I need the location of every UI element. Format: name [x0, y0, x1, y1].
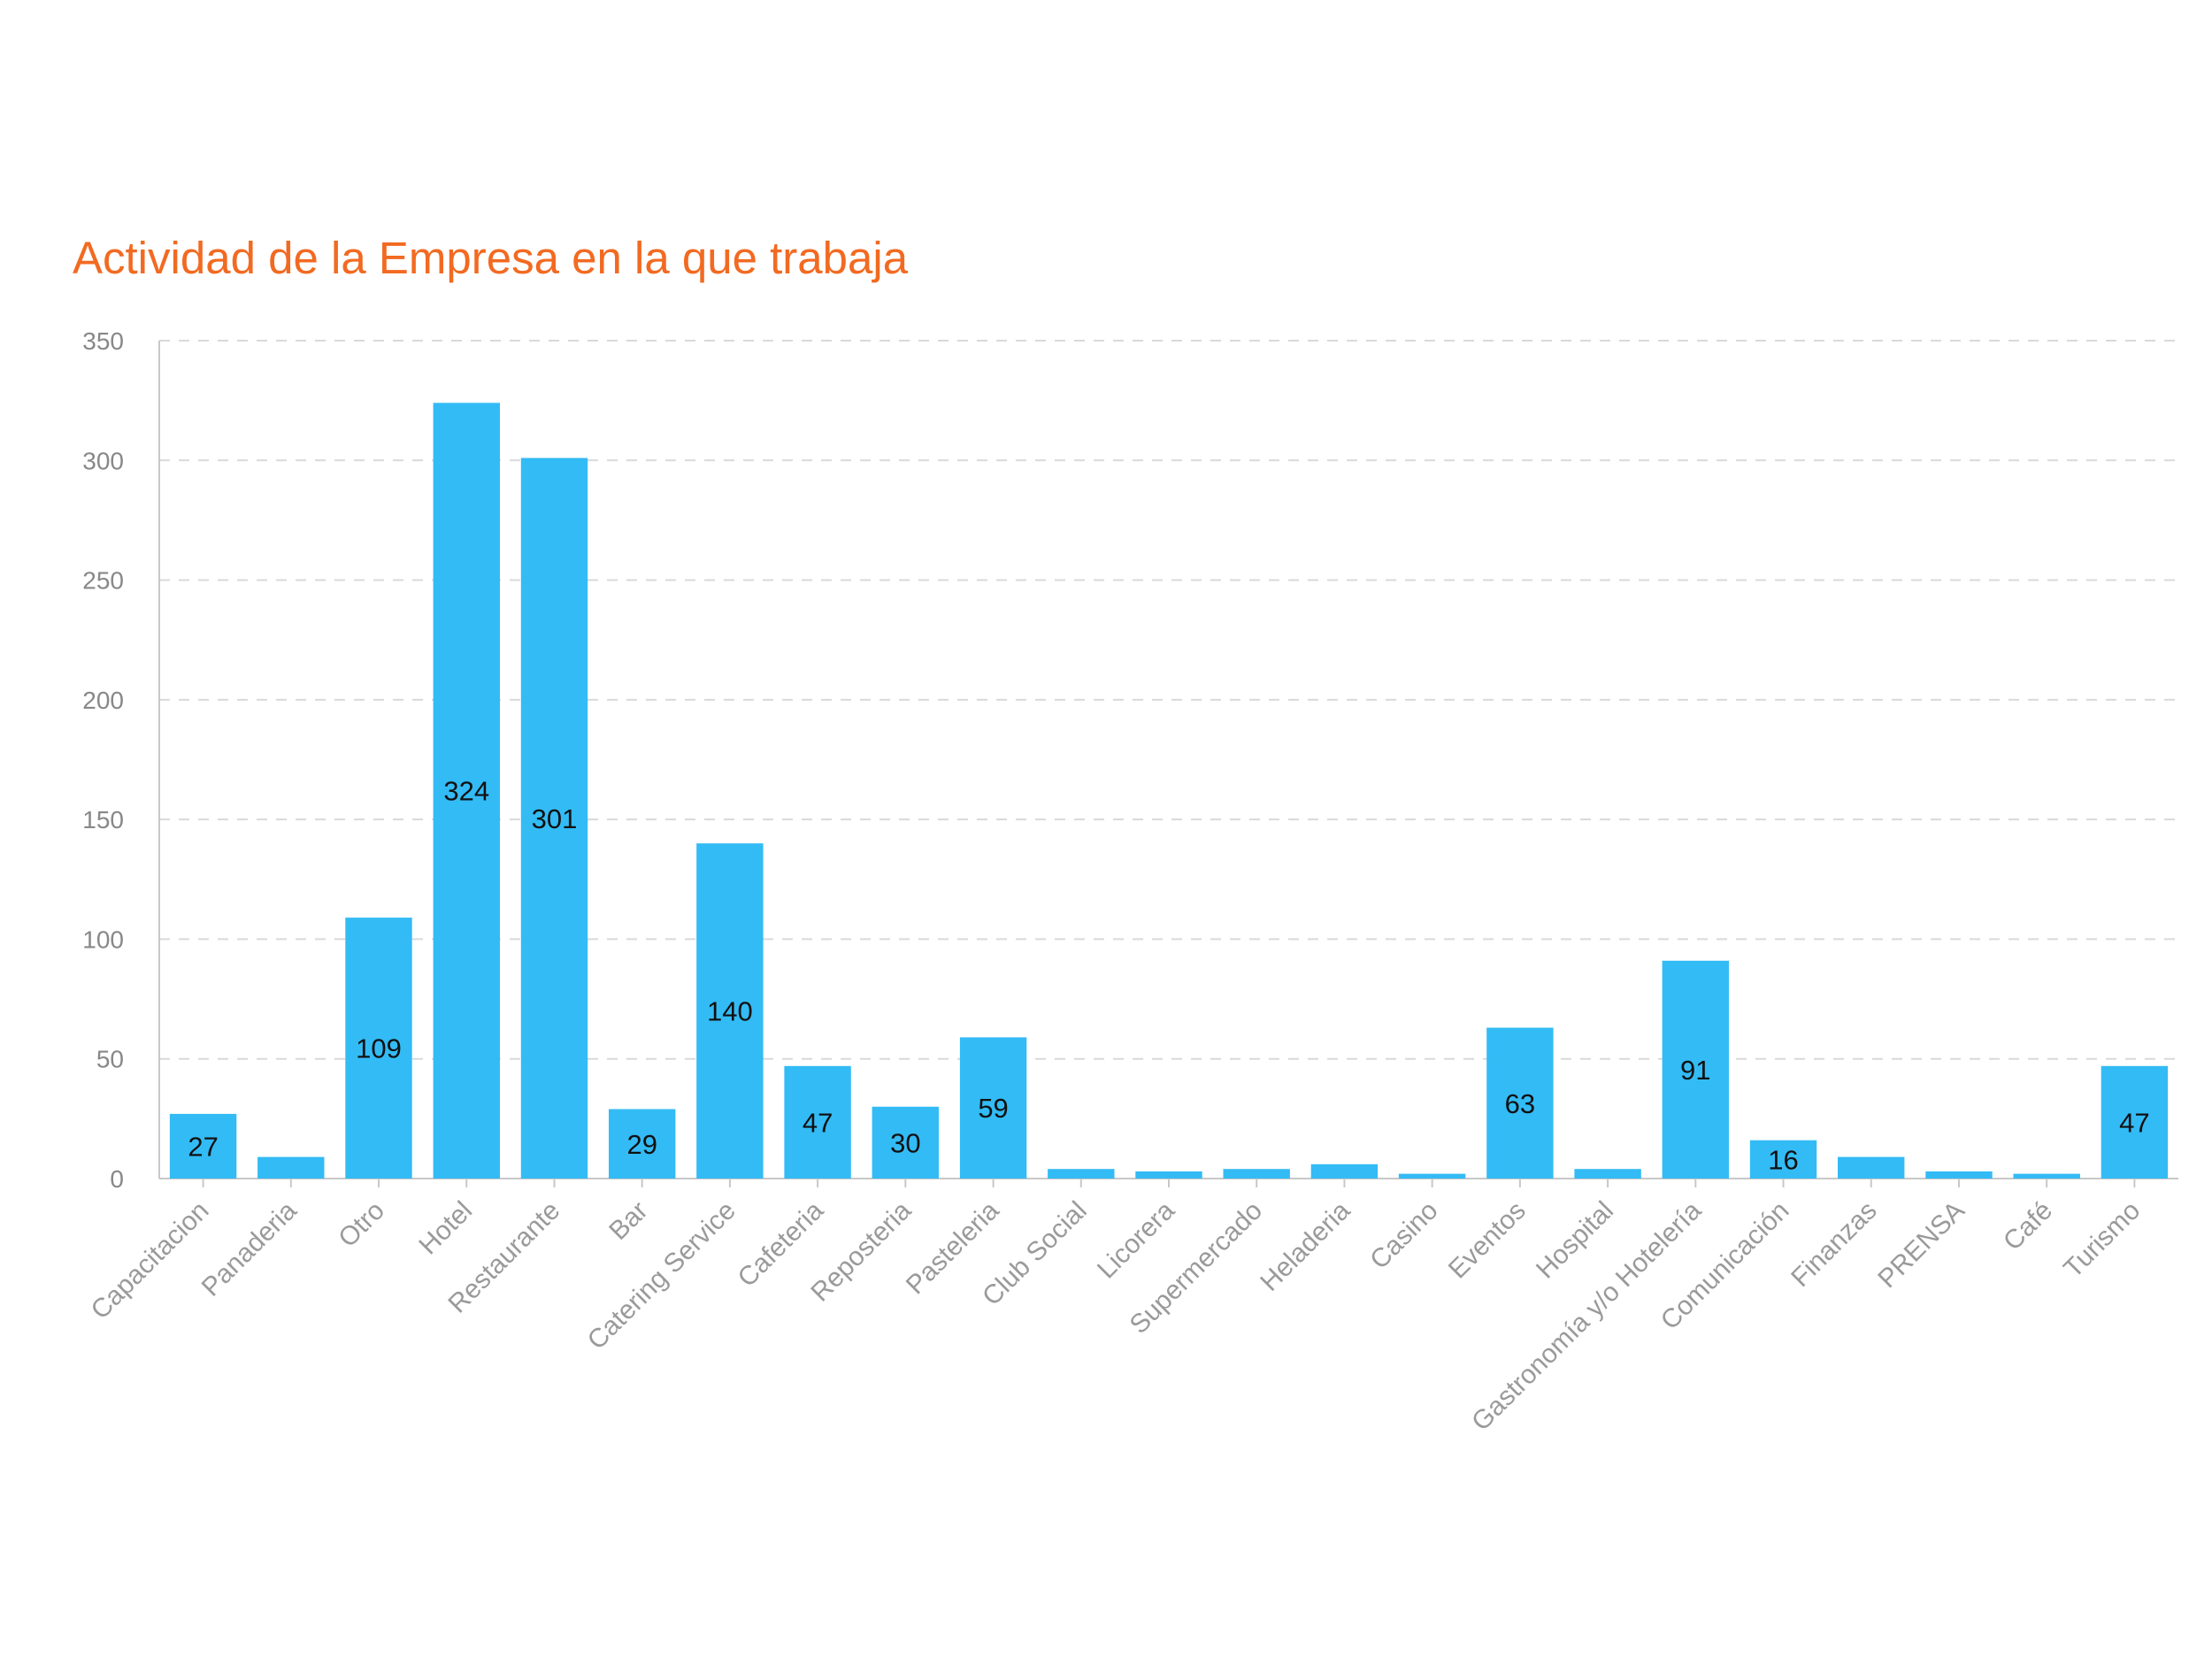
bar[interactable]	[2101, 1065, 2169, 1179]
bar[interactable]	[1838, 1156, 1905, 1179]
bar[interactable]	[1574, 1169, 1641, 1179]
x-tick-label: Finanzas	[1786, 1196, 1882, 1293]
bar[interactable]	[520, 457, 588, 1179]
x-tick-label: Licorera	[1092, 1195, 1180, 1284]
bar-value-label: 47	[2119, 1107, 2149, 1138]
y-tick-label: 350	[82, 327, 124, 355]
bar[interactable]	[1662, 960, 1729, 1179]
y-tick-label: 100	[82, 926, 124, 953]
bar[interactable]	[1048, 1169, 1115, 1179]
bar[interactable]	[959, 1037, 1027, 1179]
x-tick-label: Turismo	[2058, 1196, 2146, 1284]
y-tick-label: 250	[82, 567, 124, 595]
y-tick-label: 200	[82, 687, 124, 714]
bar[interactable]	[784, 1065, 851, 1179]
bar[interactable]	[1486, 1027, 1554, 1179]
x-tick-label: PRENSA	[1872, 1196, 1970, 1294]
bar-value-label: 47	[803, 1107, 833, 1138]
bar[interactable]	[1749, 1140, 1817, 1179]
chart-title: Actividad de la Empresa en la que trabaj…	[73, 233, 909, 283]
bar-value-label: 59	[978, 1093, 1008, 1124]
bar[interactable]	[433, 403, 500, 1179]
bar-value-label: 140	[707, 996, 753, 1027]
bar[interactable]	[1135, 1171, 1202, 1179]
y-tick-label: 50	[96, 1046, 124, 1073]
bar-value-label: 324	[443, 776, 489, 807]
bar-value-label: 30	[890, 1127, 920, 1158]
bars	[169, 403, 2169, 1179]
x-tick-label: Hospital	[1531, 1196, 1619, 1285]
bar-value-label: 301	[532, 803, 578, 834]
bar-value-label: 16	[1768, 1144, 1798, 1175]
bar[interactable]	[696, 843, 764, 1179]
x-tick-label: Panaderia	[196, 1195, 303, 1302]
bar[interactable]	[345, 918, 412, 1179]
data-labels: 27 109 324 301 29 140 47 30 59 63 91 16 47	[188, 776, 2149, 1176]
bar-value-label: 29	[626, 1129, 657, 1160]
bar-value-label: 63	[1505, 1088, 1535, 1119]
x-tick-label: Casino	[1364, 1196, 1443, 1275]
bar-value-label: 27	[188, 1132, 218, 1163]
bar-value-label: 91	[1680, 1055, 1710, 1086]
bar[interactable]	[1398, 1173, 1466, 1179]
x-tick-label: Heladeria	[1255, 1195, 1356, 1296]
bar[interactable]	[1925, 1171, 1993, 1179]
bar[interactable]	[257, 1156, 325, 1179]
x-tick-label: Bar	[603, 1196, 653, 1246]
bar[interactable]	[2013, 1173, 2080, 1179]
x-tick-label: Otro	[333, 1196, 390, 1254]
x-tick-label: Café	[1998, 1196, 2058, 1256]
bar[interactable]	[1310, 1164, 1379, 1179]
y-tick-label: 300	[82, 447, 124, 474]
x-tick-label: Eventos	[1443, 1196, 1532, 1285]
x-tick-label: Hotel	[413, 1196, 478, 1261]
x-tick-label: Catering Service	[582, 1196, 741, 1356]
y-tick-label: 0	[110, 1165, 124, 1193]
bar[interactable]	[169, 1113, 237, 1179]
y-tick-label: 150	[82, 806, 124, 833]
bar-value-label: 109	[356, 1033, 402, 1064]
bar[interactable]	[1223, 1169, 1290, 1179]
bar[interactable]	[609, 1109, 676, 1179]
y-axis-tick-labels: 0 50 100 150 200 250 300 350	[82, 327, 124, 1193]
bar[interactable]	[872, 1106, 939, 1179]
x-tick-label: Capacitacion	[86, 1196, 215, 1325]
